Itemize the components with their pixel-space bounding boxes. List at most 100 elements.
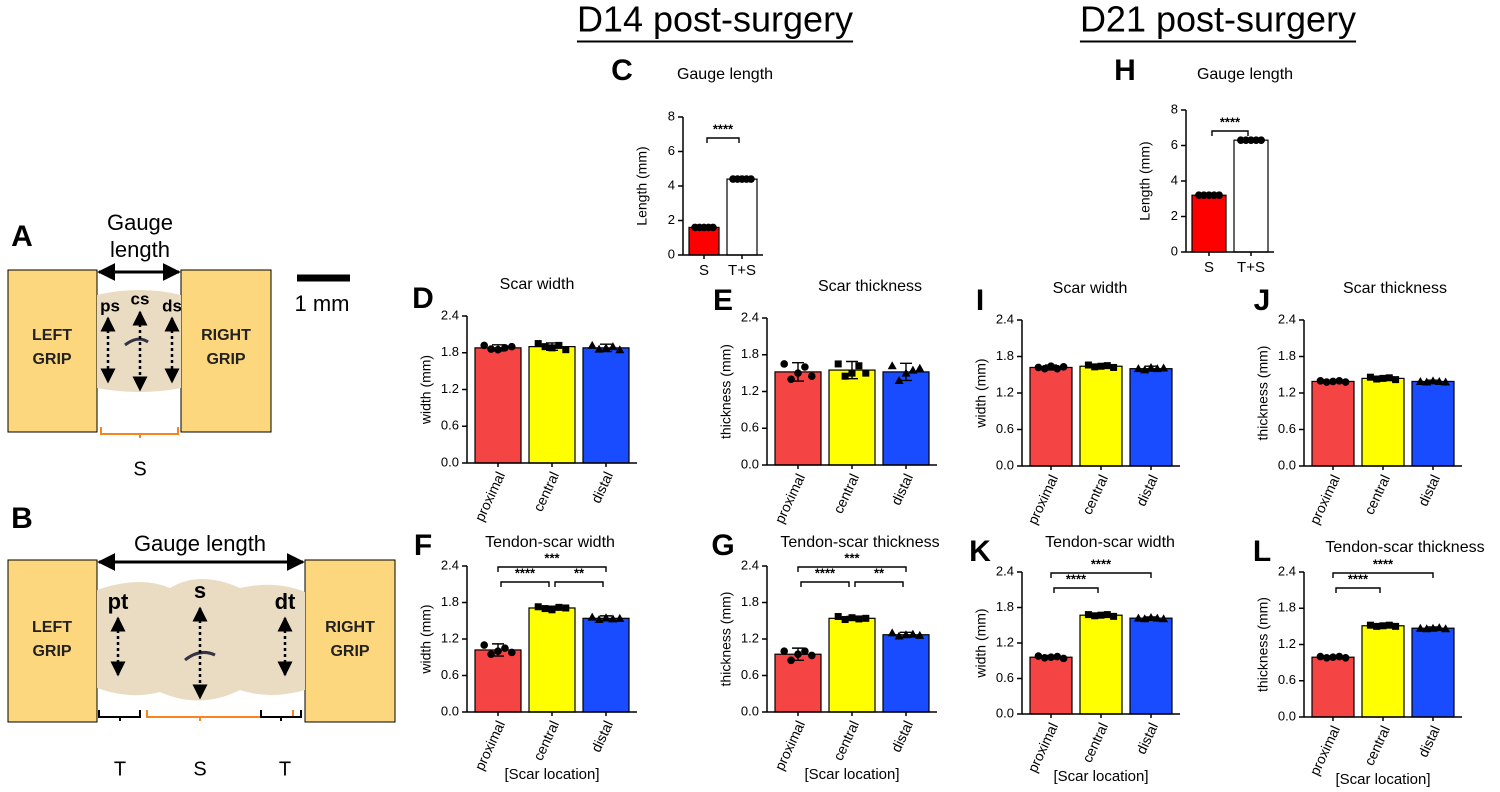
data-point [1159,614,1169,623]
data-point [1379,622,1387,630]
right-grip [304,559,396,723]
data-point [794,369,802,377]
data-point [862,614,870,622]
data-point [601,613,611,622]
y-axis-label: width (mm) [973,608,989,678]
significance-label: ** [574,565,585,580]
data-point [1392,376,1400,384]
data-point [480,341,489,350]
data-point [862,369,870,377]
data-point [1059,363,1068,371]
bar [774,653,822,713]
y-tick-label: 1.2 [996,384,1014,399]
data-point [541,605,549,613]
x-tick-label: central [830,471,862,516]
chart-title: Tendon-scar width [1045,534,1175,551]
gauge-label: Gauge [107,210,173,235]
y-tick-label: 0.6 [441,667,459,682]
header: D21 post-surgery [1080,0,1356,40]
bar [828,617,876,713]
significance-bracket [500,581,550,587]
significance-label: **** [713,121,734,136]
y-tick-label: 2 [1171,208,1178,223]
data-point [908,629,918,638]
bar [528,607,576,713]
y-tick-label: 2.4 [441,307,459,322]
bar [774,371,822,466]
data-point [1441,624,1451,633]
bar [474,649,522,713]
data-point [534,340,542,348]
data-point [901,368,911,377]
segment-label: T [114,758,126,780]
bar [474,347,522,464]
y-tick-label: 1.8 [441,594,459,609]
data-point [834,612,842,620]
data-point [494,647,502,655]
grip-label: LEFT [32,619,72,636]
segment-label: S [133,458,146,480]
data-point [1097,611,1105,619]
data-point [1133,364,1143,373]
grip-label: GRIP [32,643,71,660]
bar [882,634,930,713]
data-point [1329,377,1337,386]
data-point [1379,374,1387,382]
y-tick-label: 1.8 [1278,600,1296,615]
panel-letter: B [11,502,33,535]
data-point [794,650,802,659]
significance-label: **** [1373,556,1394,571]
x-tick-label: distal [588,718,616,754]
data-point [855,615,863,623]
data-point [1257,136,1265,144]
y-tick-label: 4 [1171,172,1178,187]
x-tick-label: central [530,718,562,763]
y-tick-label: 2 [668,212,675,227]
data-point [615,345,625,354]
y-tick-label: 2.4 [996,311,1014,326]
data-point [1152,613,1162,622]
panel-letter: G [711,529,734,562]
y-tick-label: 6 [1171,137,1178,152]
left-grip [7,269,98,433]
data-point [562,346,570,354]
x-tick-label: S [1204,259,1214,276]
data-point [1441,377,1451,386]
x-tick-label: T+S [1237,259,1265,276]
y-axis-label: thickness (mm) [718,344,734,439]
measure-label: cs [131,289,150,308]
gauge-label: length [110,237,170,262]
data-point [1322,378,1331,386]
bar [1411,627,1455,718]
data-point [1366,373,1374,381]
bar [1233,139,1269,253]
bar [1361,625,1405,718]
x-tick-label: central [530,469,562,514]
data-point [594,615,604,624]
chart-title: Scar thickness [1343,280,1447,297]
significance-label: **** [1091,556,1112,571]
x-tick-label: T+S [728,262,756,279]
y-tick-label: 0.0 [741,456,759,471]
significance-label: **** [515,565,536,580]
x-tick-label: distal [1415,472,1443,508]
data-point [908,365,918,374]
data-point [1341,653,1350,662]
data-point [1335,652,1344,661]
y-tick-label: 8 [668,108,675,123]
bar [1311,380,1355,467]
y-tick-label: 1.2 [1278,636,1296,651]
y-tick-label: 0.0 [1278,708,1296,723]
y-tick-label: 1.8 [996,348,1014,363]
data-point [855,362,863,370]
x-tick-label: S [699,262,709,279]
y-axis-label: thickness (mm) [1255,597,1271,692]
x-tick-label: distal [1415,723,1443,759]
bar [726,178,758,256]
y-axis-label: width (mm) [973,358,989,428]
y-tick-label: 4 [668,177,675,192]
data-point [1084,361,1092,369]
y-tick-label: 0.6 [1278,421,1296,436]
significance-bracket [706,137,740,143]
